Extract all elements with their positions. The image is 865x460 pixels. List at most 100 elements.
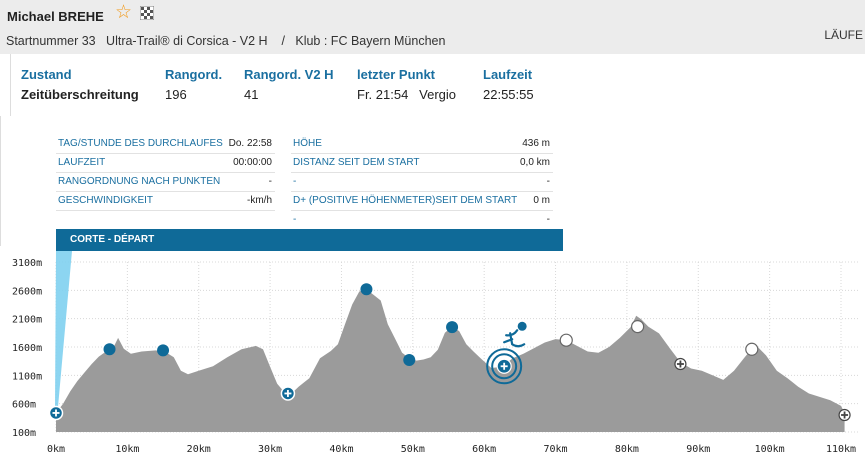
race-time-value: 22:55:55: [483, 87, 534, 102]
checkpoint-dot-open: [559, 333, 573, 347]
last-point-column: letzter Punkt Fr. 21:54 Vergio: [357, 67, 456, 102]
detail-row-race-time: LAUFZEIT 00:00:00: [56, 153, 275, 173]
checkpoint-marker[interactable]: [559, 333, 573, 347]
checkpoint-marker[interactable]: [745, 342, 759, 356]
runner-ring-outer: [486, 348, 523, 385]
status-column: Zustand Zeitüberschreitung: [21, 67, 139, 102]
runner-ring-mid: [491, 353, 518, 380]
checkpoint-markers[interactable]: [48, 283, 851, 422]
checkpoint-dot: [157, 344, 170, 357]
checkpoint-name: CORTE - DÉPART: [70, 234, 155, 245]
detail-label: DISTANZ SEIT DEM START: [293, 157, 420, 168]
checkpoint-dot: [103, 343, 116, 356]
detail-row-time-of-day: TAG/STUNDE DES DURCHLAUFES Do. 22:58: [56, 134, 275, 154]
detail-label: -: [293, 176, 297, 187]
detail-label: TAG/STUNDE DES DURCHLAUFES: [58, 138, 223, 149]
checkpoint-marker[interactable]: [157, 344, 170, 357]
x-tick-label: 60km: [472, 444, 496, 455]
checkpoint-pointer: [55, 251, 72, 407]
y-axis-ticks: 3100m 2600m 2100m 1600m 1100m 600m 100m: [12, 258, 42, 439]
y-tick-label: 3100m: [12, 258, 42, 269]
detail-label: -: [293, 214, 297, 225]
y-tick-label: 600m: [12, 400, 36, 411]
y-tick-label: 2600m: [12, 286, 42, 297]
last-point-label: letzter Punkt: [357, 67, 436, 82]
checkpoint-marker[interactable]: [360, 283, 373, 296]
rank-label: Rangord.: [165, 67, 223, 82]
detail-label: GESCHWINDIGKEIT: [58, 195, 154, 206]
detail-row-elevation-gain: D+ (POSITIVE HÖHENMETER)SEIT DEM START 0…: [291, 191, 553, 211]
detail-row-points-rank: RANGORDNUNG NACH PUNKTEN -: [56, 172, 275, 192]
detail-value: 0 m: [533, 195, 550, 206]
category-rank-column: Rangord. V2 H 41: [244, 67, 334, 102]
checkpoint-marker[interactable]: [631, 320, 645, 334]
checkpoint-marker[interactable]: [103, 343, 116, 356]
race-time-column: Laufzeit 22:55:55: [483, 67, 534, 102]
race-time-label: Laufzeit: [483, 67, 533, 82]
category-rank-label: Rangord. V2 H: [244, 67, 334, 82]
x-tick-label: 100km: [755, 444, 785, 455]
y-tick-label: 100m: [12, 428, 36, 439]
y-tick-label: 1100m: [12, 371, 42, 382]
detail-label: RANGORDNUNG NACH PUNKTEN: [58, 176, 221, 187]
detail-value: -: [268, 176, 272, 187]
rank-column: Rangord. 196: [165, 67, 222, 102]
runner-icon: [503, 329, 526, 348]
status-label: Zustand: [21, 67, 72, 82]
status-summary: Zustand Zeitüberschreitung Rangord. 196 …: [10, 54, 556, 116]
x-tick-label: 70km: [543, 444, 567, 455]
last-point-value: Fr. 21:54 Vergio: [357, 87, 457, 102]
detail-value: -: [546, 176, 550, 187]
detail-row-empty: - -: [291, 172, 553, 192]
y-tick-label: 2100m: [12, 315, 42, 326]
checkpoint-dot: [360, 283, 373, 296]
detail-value: Do. 22:58: [228, 138, 272, 149]
y-tick-label: 1600m: [12, 343, 42, 354]
rank-value: 196: [165, 87, 187, 102]
checkpoint-name-band: CORTE - DÉPART: [56, 229, 563, 251]
x-tick-label: 10km: [115, 444, 139, 455]
checkpoint-marker[interactable]: [838, 408, 851, 422]
checkpoint-marker[interactable]: [280, 386, 296, 401]
x-tick-label: 40km: [329, 444, 353, 455]
detail-value: 0,0 km: [519, 157, 550, 168]
runner-head-icon: [517, 321, 527, 331]
checkpoint-dot: [446, 321, 459, 334]
detail-value: 00:00:00: [233, 157, 272, 168]
x-axis-ticks: 0km 10km 20km 30km 40km 50km 60km 70km 80km 90km 1…: [47, 444, 856, 455]
detail-row-distance: DISTANZ SEIT DEM START 0,0 km: [291, 153, 553, 173]
x-tick-label: 80km: [615, 444, 639, 455]
checkpoint-dot: [403, 354, 416, 367]
star-icon[interactable]: ☆: [115, 2, 133, 23]
checkpoint-dot-open: [631, 320, 645, 334]
detail-value: -: [546, 214, 550, 225]
tab-laeufe[interactable]: LÄUFE: [824, 28, 863, 42]
checkpoint-marker[interactable]: [403, 354, 416, 367]
panel-divider: [0, 116, 1, 246]
detail-value: -km/h: [247, 195, 272, 206]
x-tick-label: 30km: [258, 444, 282, 455]
x-tick-label: 0km: [47, 444, 65, 455]
x-tick-label: 110km: [826, 444, 856, 455]
x-tick-label: 50km: [401, 444, 425, 455]
status-value: Zeitüberschreitung: [21, 87, 139, 102]
checkpoint-dot-open: [745, 342, 759, 356]
detail-label: LAUFZEIT: [58, 157, 106, 168]
category-rank-value: 41: [244, 87, 259, 102]
detail-row-altitude: HÖHE 436 m: [291, 134, 553, 154]
detail-row-speed: GESCHWINDIGKEIT -km/h: [56, 191, 275, 211]
detail-label: HÖHE: [293, 138, 322, 149]
bib-race-club-line: Startnummer 33 Ultra-Trail® di Corsica -…: [6, 34, 446, 48]
elevation-area: [56, 289, 845, 432]
runner-header: Michael BREHE ☆ Startnummer 33 Ultra-Tra…: [0, 0, 865, 54]
checkered-flag-icon[interactable]: [140, 6, 154, 20]
checkpoint-marker[interactable]: [486, 321, 527, 385]
checkpoint-marker[interactable]: [674, 357, 687, 371]
x-tick-label: 90km: [686, 444, 710, 455]
detail-label: D+ (POSITIVE HÖHENMETER)SEIT DEM START: [293, 195, 518, 206]
detail-value: 436 m: [522, 138, 550, 149]
checkpoint-marker[interactable]: [48, 405, 64, 421]
x-tick-label: 20km: [187, 444, 211, 455]
checkpoint-marker[interactable]: [446, 321, 459, 334]
